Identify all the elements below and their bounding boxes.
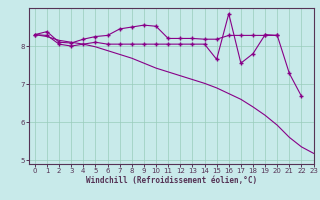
X-axis label: Windchill (Refroidissement éolien,°C): Windchill (Refroidissement éolien,°C) bbox=[86, 176, 257, 185]
